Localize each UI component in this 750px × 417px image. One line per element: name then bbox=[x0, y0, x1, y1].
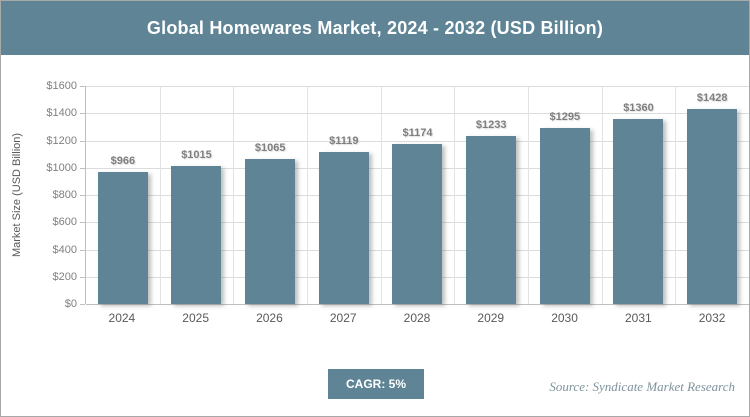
bar bbox=[171, 165, 222, 304]
y-tick-label: $1600 bbox=[46, 80, 77, 92]
y-tick-label: $1200 bbox=[46, 134, 77, 147]
plot-area: $966 $1015 $1065 $1119 $1174 $1233 $1295 $1360 $… bbox=[85, 86, 749, 305]
bar-slot: $966 bbox=[86, 86, 160, 304]
bar-value-label: $1295 bbox=[549, 110, 581, 123]
bar bbox=[539, 127, 590, 304]
bar-value-label: $1119 bbox=[329, 134, 359, 147]
bar-value-label: $1360 bbox=[623, 101, 654, 114]
bar bbox=[392, 144, 443, 304]
y-tick-label: $200 bbox=[52, 270, 77, 283]
gridline bbox=[86, 86, 749, 87]
bar-value-label: $1174 bbox=[402, 127, 433, 140]
bar bbox=[613, 118, 664, 304]
y-tick-mark bbox=[80, 113, 85, 115]
x-tick-label: 2026 bbox=[256, 311, 283, 325]
vertical-gridline bbox=[307, 86, 308, 304]
y-tick-mark bbox=[80, 276, 85, 278]
y-tick-label: $0 bbox=[64, 298, 77, 310]
y-tick-mark bbox=[80, 195, 85, 196]
x-tick-label: 2025 bbox=[182, 311, 209, 325]
vertical-gridline bbox=[601, 86, 603, 304]
vertical-gridline bbox=[380, 86, 382, 304]
vertical-gridline bbox=[454, 86, 456, 304]
y-tick-mark bbox=[80, 304, 85, 305]
cagr-badge: CAGR: 5% bbox=[328, 369, 424, 399]
y-tick-mark bbox=[80, 86, 85, 87]
source-note: Source: Syndicate Market Research bbox=[549, 379, 735, 394]
chart-header: Global Homewares Market, 2024 - 2032 (US… bbox=[1, 1, 749, 55]
gridline bbox=[86, 113, 749, 115]
y-tick-label: $800 bbox=[52, 189, 77, 201]
x-tick-label: 2027 bbox=[329, 311, 357, 325]
bar-slot: $1295 bbox=[528, 86, 602, 304]
y-tick-mark bbox=[80, 222, 85, 224]
y-axis-title: Market Size (USD Billion) bbox=[11, 132, 23, 258]
bar-value-label: $966 bbox=[110, 155, 136, 168]
gridline bbox=[86, 304, 749, 305]
y-tick-label: $600 bbox=[52, 216, 77, 229]
bar-slot: $1233 bbox=[454, 86, 528, 304]
vertical-gridline bbox=[159, 86, 161, 304]
bar bbox=[318, 151, 369, 304]
y-tick-mark bbox=[80, 167, 85, 169]
bar-slot: $1119 bbox=[307, 86, 381, 304]
x-tick-label: 2032 bbox=[698, 311, 726, 325]
vertical-gridline bbox=[675, 86, 677, 304]
gridline bbox=[86, 140, 749, 142]
vertical-gridline bbox=[528, 86, 529, 304]
bar-slot: $1065 bbox=[233, 86, 307, 304]
bar bbox=[687, 109, 738, 304]
vertical-gridline bbox=[233, 86, 235, 304]
y-tick-label: $1000 bbox=[46, 161, 77, 174]
bar-slot: $1174 bbox=[381, 86, 455, 304]
x-tick-label: 2024 bbox=[108, 311, 136, 325]
chart-title: Global Homewares Market, 2024 - 2032 (US… bbox=[146, 17, 604, 38]
bar-slot: $1360 bbox=[602, 86, 676, 304]
y-tick-mark bbox=[80, 140, 85, 142]
bar-slot: $1015 bbox=[160, 86, 234, 304]
bar-value-label: $1428 bbox=[696, 92, 728, 105]
bar-value-label: $1065 bbox=[254, 141, 286, 154]
bar-slot: $1428 bbox=[675, 86, 749, 304]
y-tick-mark bbox=[80, 249, 85, 251]
y-tick-label: $400 bbox=[52, 243, 77, 256]
bar bbox=[245, 158, 296, 304]
bar-value-label: $1233 bbox=[475, 119, 507, 132]
x-tick-label: 2028 bbox=[403, 311, 431, 325]
bar bbox=[97, 172, 148, 304]
x-tick-label: 2031 bbox=[624, 311, 652, 325]
bar-value-label: $1015 bbox=[181, 148, 212, 161]
y-tick-label: $1400 bbox=[46, 107, 77, 120]
x-tick-label: 2029 bbox=[477, 311, 505, 325]
x-axis-labels: 2024 2025 2026 2027 2028 2029 2030 2031 2032 bbox=[85, 311, 749, 329]
x-tick-label: 2030 bbox=[551, 311, 578, 325]
bar bbox=[466, 136, 517, 304]
